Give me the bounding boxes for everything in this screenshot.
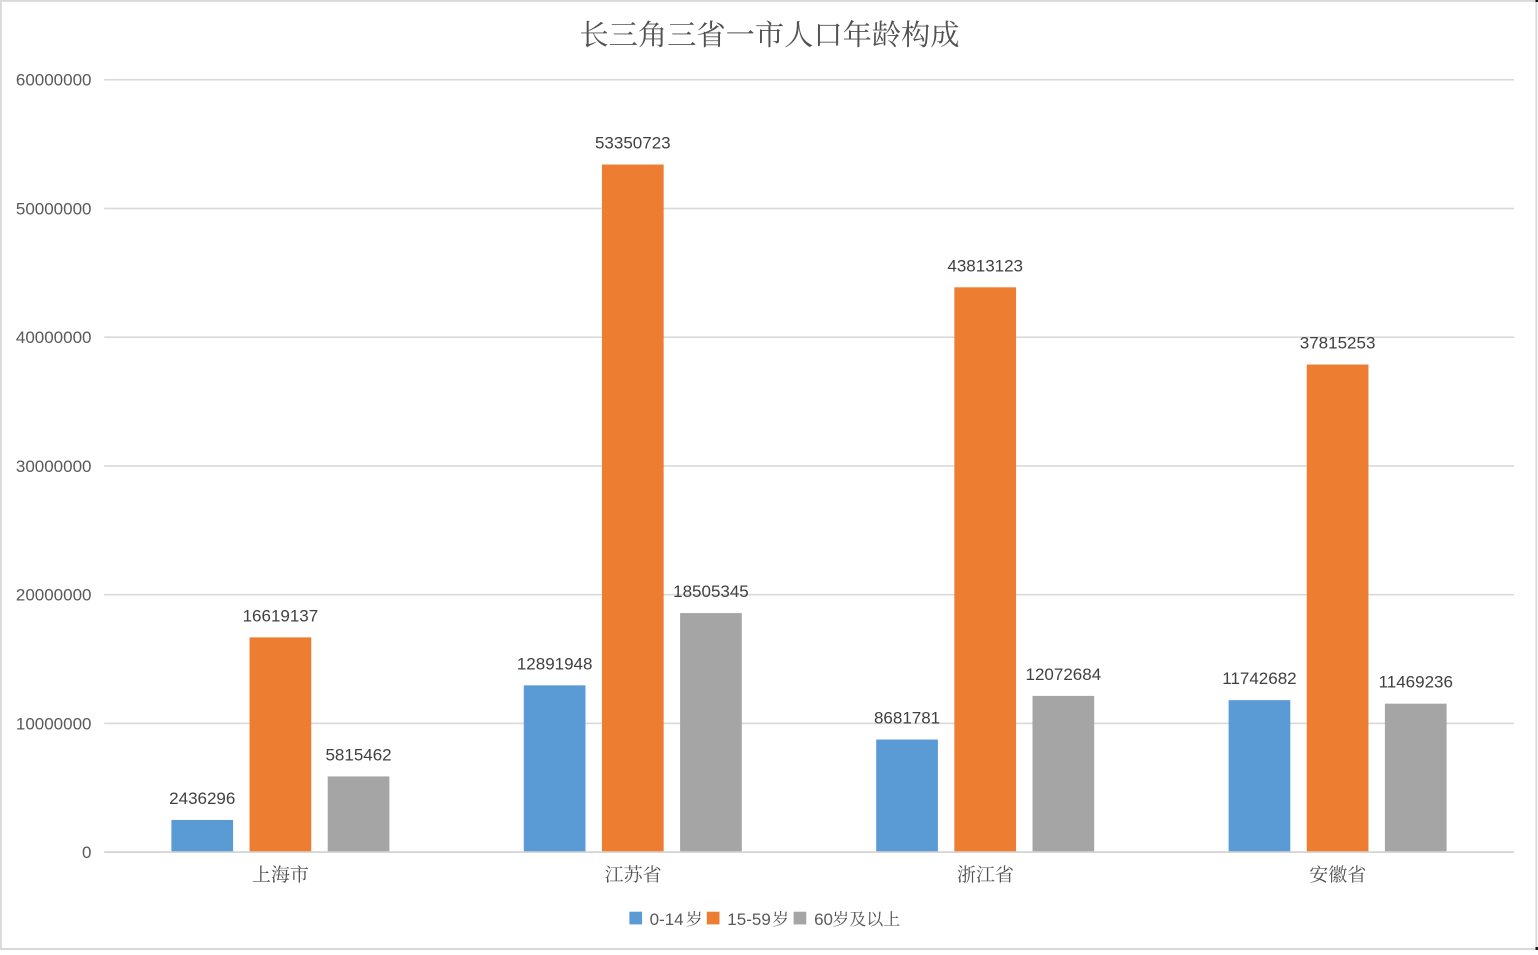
svg-text:12072684: 12072684 bbox=[1026, 665, 1102, 684]
svg-text:20000000: 20000000 bbox=[16, 586, 92, 605]
svg-text:15-59: 15-59 bbox=[727, 910, 770, 929]
svg-text:11469236: 11469236 bbox=[1379, 673, 1453, 692]
svg-text:8681781: 8681781 bbox=[874, 709, 940, 728]
svg-text:60000000: 60000000 bbox=[16, 71, 92, 90]
svg-text:18505345: 18505345 bbox=[673, 582, 749, 601]
svg-text:0-14: 0-14 bbox=[650, 910, 684, 929]
svg-text:12891948: 12891948 bbox=[517, 654, 593, 673]
svg-text:0: 0 bbox=[82, 843, 91, 862]
svg-text:50000000: 50000000 bbox=[16, 199, 92, 218]
svg-text:60: 60 bbox=[814, 910, 833, 929]
svg-text:40000000: 40000000 bbox=[16, 328, 92, 347]
svg-text:11742682: 11742682 bbox=[1222, 669, 1296, 688]
svg-text:30000000: 30000000 bbox=[16, 457, 92, 476]
svg-text:5815462: 5815462 bbox=[325, 745, 391, 764]
svg-text:53350723: 53350723 bbox=[595, 134, 671, 153]
svg-text:43813123: 43813123 bbox=[947, 256, 1023, 275]
svg-text:16619137: 16619137 bbox=[243, 606, 319, 625]
svg-text:10000000: 10000000 bbox=[16, 714, 92, 733]
svg-text:37815253: 37815253 bbox=[1300, 334, 1376, 353]
svg-text:2436296: 2436296 bbox=[169, 789, 235, 808]
